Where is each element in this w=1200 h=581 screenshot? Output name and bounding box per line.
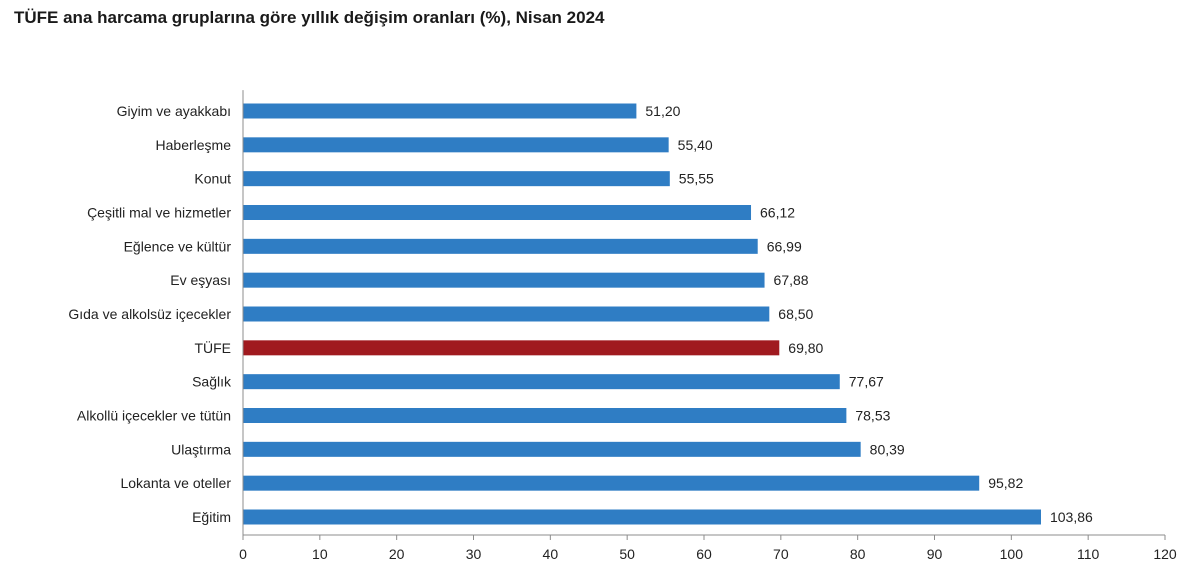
value-label-4: 66,99 (767, 238, 802, 254)
bar-12 (243, 509, 1041, 525)
x-tick-label-5: 50 (619, 546, 635, 562)
x-tick-label-11: 110 (1077, 546, 1100, 562)
value-label-8: 77,67 (849, 374, 884, 390)
value-label-1: 55,40 (678, 137, 713, 153)
category-label-0: Giyim ve ayakkabı (117, 103, 231, 119)
category-label-1: Haberleşme (156, 137, 232, 153)
x-tick-label-12: 120 (1153, 546, 1177, 562)
bar-8 (243, 374, 840, 390)
category-label-3: Çeşitli mal ve hizmetler (87, 205, 231, 221)
value-label-7: 69,80 (788, 340, 823, 356)
bar-5 (243, 272, 765, 288)
bar-7 (243, 340, 780, 356)
category-label-11: Lokanta ve oteller (120, 475, 231, 491)
bar-1 (243, 137, 669, 153)
category-label-8: Sağlık (192, 374, 232, 390)
value-label-2: 55,55 (679, 171, 714, 187)
bar-2 (243, 171, 670, 187)
category-label-7: TÜFE (194, 339, 231, 356)
bar-9 (243, 408, 847, 423)
value-label-11: 95,82 (988, 475, 1023, 491)
value-labels: 51,20 55,40 55,55 66,12 66,99 67,88 68,50 69,80… (645, 103, 1093, 525)
x-tick-label-9: 90 (927, 546, 943, 562)
bar-3 (243, 205, 752, 220)
axes-group: 0 10 20 30 40 50 60 70 80 90 100 110 120 (239, 90, 1177, 562)
value-label-3: 66,12 (760, 205, 795, 221)
category-labels: Giyim ve ayakkabı Haberleşme Konut Çeşitli … (68, 103, 232, 525)
value-label-10: 80,39 (870, 441, 905, 457)
x-tick-label-0: 0 (239, 546, 247, 562)
value-label-12: 103,86 (1050, 509, 1093, 525)
category-label-12: Eğitim (192, 509, 231, 525)
bars-group (243, 103, 1041, 525)
bar-4 (243, 238, 758, 254)
category-label-4: Eğlence ve kültür (124, 238, 232, 254)
chart-title: TÜFE ana harcama gruplarına göre yıllık … (14, 8, 605, 27)
x-tick-label-1: 10 (312, 546, 328, 562)
x-tick-label-2: 20 (389, 546, 405, 562)
bar-0 (243, 103, 637, 119)
value-label-9: 78,53 (855, 408, 890, 424)
x-tick-label-4: 40 (543, 546, 559, 562)
x-tick-label-8: 80 (850, 546, 866, 562)
category-label-5: Ev eşyası (170, 272, 231, 288)
x-tick-label-10: 100 (1000, 546, 1024, 562)
category-label-9: Alkollü içecekler ve tütün (77, 408, 231, 424)
category-label-10: Ulaştırma (171, 441, 231, 457)
x-tick-label-6: 60 (696, 546, 712, 562)
x-tick-label-7: 70 (773, 546, 789, 562)
bar-11 (243, 475, 980, 491)
category-label-6: Gıda ve alkolsüz içecekler (68, 306, 231, 322)
bar-10 (243, 441, 861, 457)
bar-6 (243, 306, 770, 322)
category-label-2: Konut (194, 171, 231, 187)
value-label-5: 67,88 (774, 272, 809, 288)
value-label-0: 51,20 (645, 103, 680, 119)
x-tick-label-3: 30 (466, 546, 482, 562)
value-label-6: 68,50 (778, 306, 813, 322)
